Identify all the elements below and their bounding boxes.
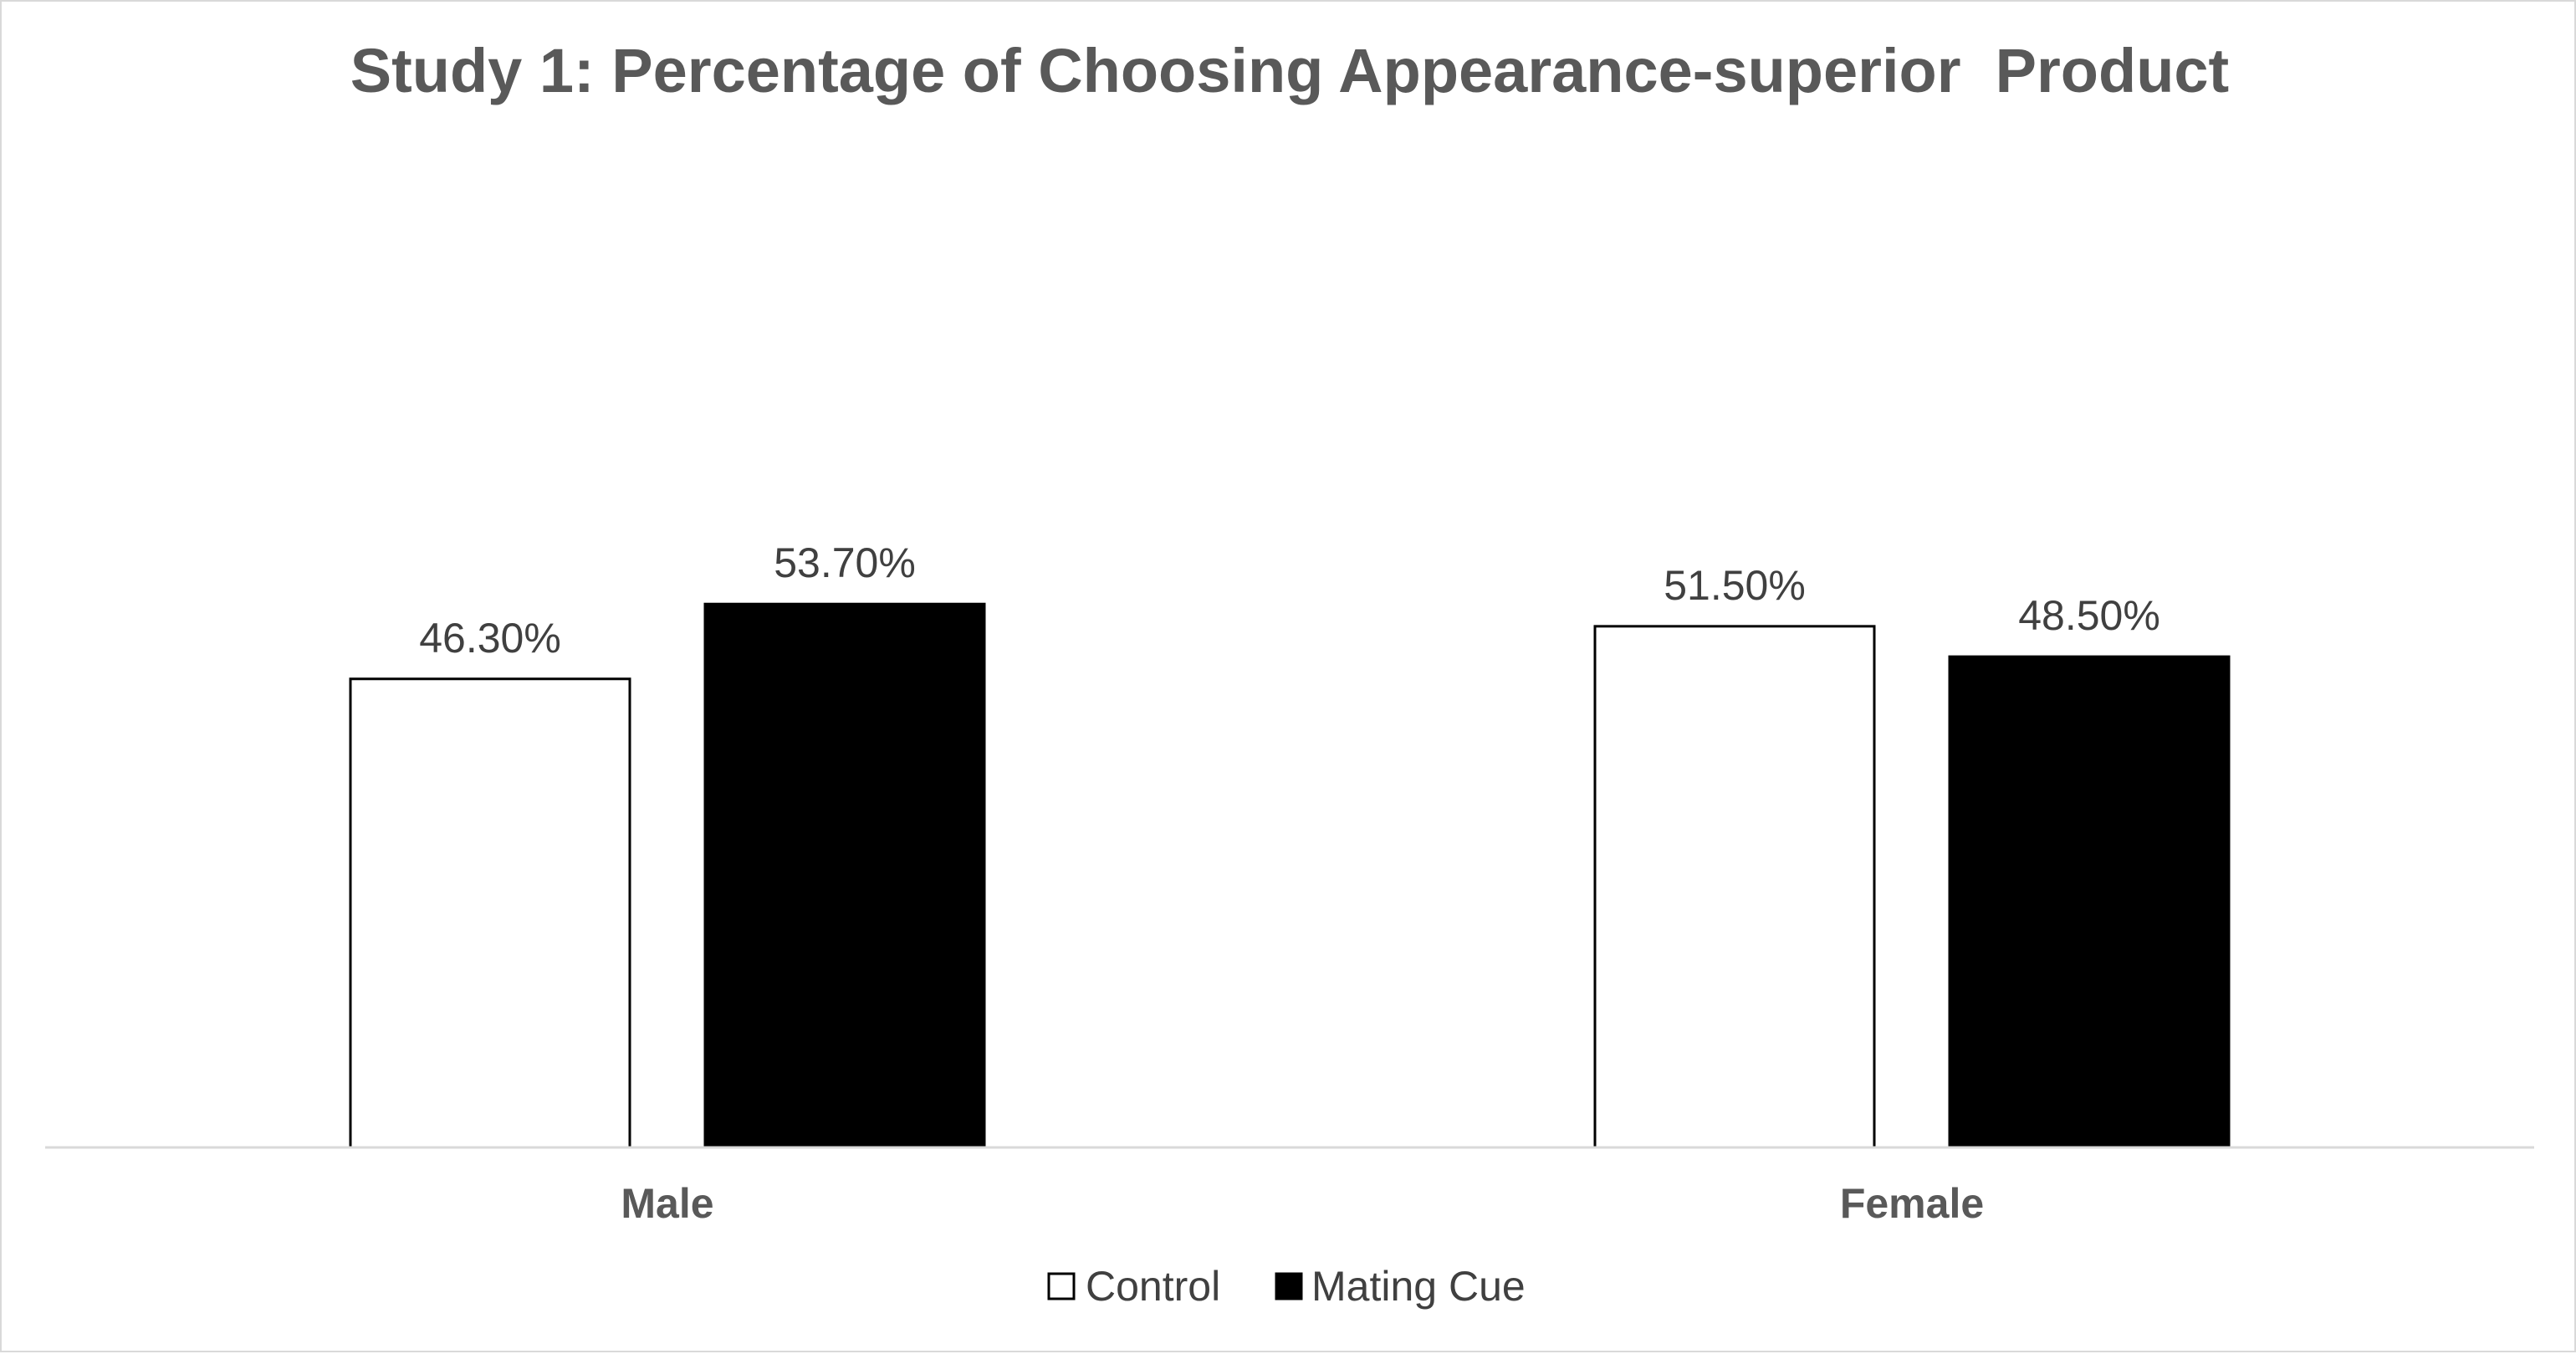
data-label: 51.50%	[1664, 562, 1806, 609]
legend-swatch-mating-cue	[1275, 1272, 1303, 1300]
legend-swatch-control	[1047, 1272, 1076, 1300]
bar-control-female	[1593, 625, 1876, 1149]
legend-label-control: Control	[1086, 1263, 1220, 1310]
category-label: Male	[621, 1180, 713, 1227]
category-label: Female	[1840, 1180, 1984, 1227]
labels-layer: 46.30% 53.70% Male 51.50% 48.50% Female	[419, 539, 2160, 1227]
bars-layer	[349, 602, 2231, 1149]
data-label: 46.30%	[419, 615, 561, 662]
legend-label-mating-cue: Mating Cue	[1311, 1263, 1526, 1310]
legend: Control Mating Cue	[1047, 1263, 1526, 1310]
bar-control-male	[349, 677, 631, 1149]
data-label: 48.50%	[2018, 592, 2160, 639]
bar-mating-cue-male	[703, 602, 986, 1149]
chart-title: Study 1: Percentage of Choosing Appearan…	[350, 36, 2229, 105]
bar-mating-cue-female	[1948, 655, 2231, 1149]
data-label: 53.70%	[774, 539, 916, 586]
